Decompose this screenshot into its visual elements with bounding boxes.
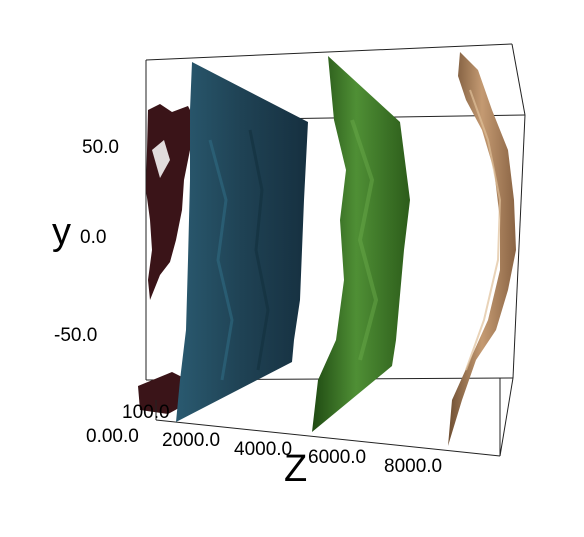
z-tick-label: 2000.0 (162, 430, 220, 451)
isosurface-slab-3 (312, 56, 410, 432)
y-tick-label: -50.0 (54, 325, 97, 346)
z-tick-label: 8000.0 (384, 456, 442, 477)
z-axis-label: Z (284, 448, 307, 490)
y-tick-label: 50.0 (82, 137, 119, 158)
bounding-box-front (155, 378, 501, 456)
isosurface-slab-4 (448, 52, 516, 446)
z-tick-label: 4000.0 (234, 439, 292, 460)
z-tick-label: 6000.0 (308, 447, 366, 468)
z-tick-label: 0.00.0 (86, 426, 139, 447)
y-axis-label: y (52, 211, 71, 253)
y-tick-label: 0.0 (80, 227, 106, 248)
isosurface-slab-2 (176, 62, 308, 422)
x-tick-label-partial: 100.0 (122, 402, 170, 423)
